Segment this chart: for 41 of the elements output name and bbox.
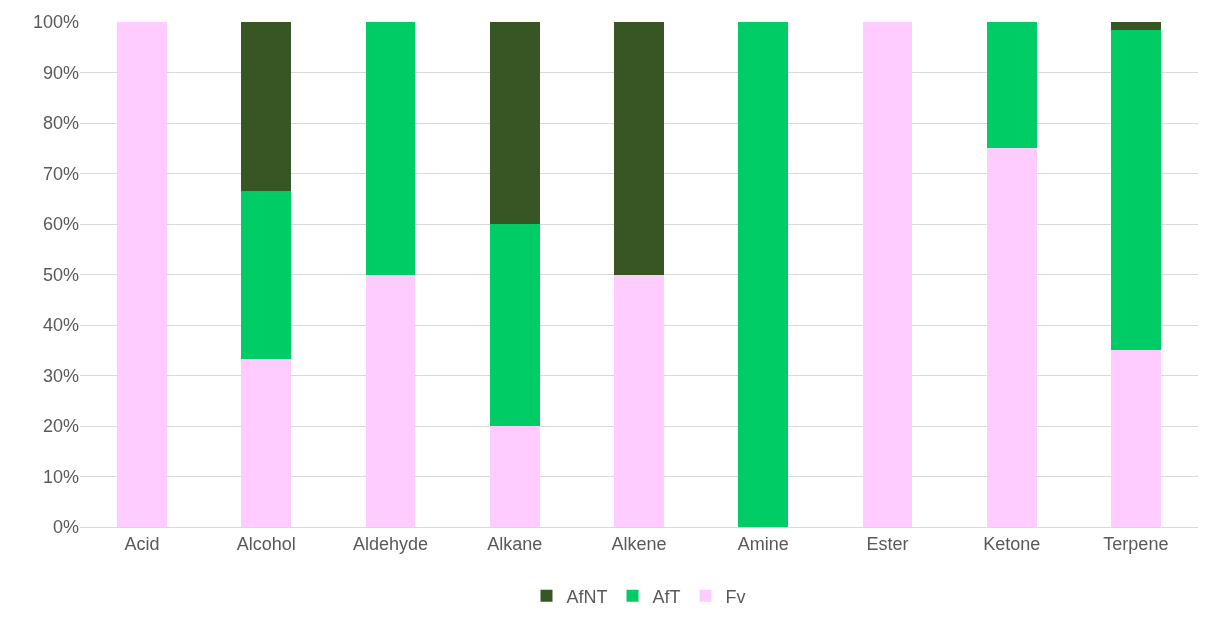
y-tick-label: 0%	[52, 517, 79, 538]
y-tick-label: 60%	[42, 214, 79, 235]
y-tick-label: 10%	[42, 466, 79, 487]
legend-label: Fv	[725, 586, 746, 607]
x-tick-label: Alkane	[487, 533, 543, 554]
y-tick-label: 100%	[32, 12, 79, 33]
x-tick-label: Aldehyde	[353, 533, 429, 554]
bar	[1111, 350, 1161, 527]
y-tick-label: 70%	[42, 163, 79, 184]
x-tick-label: Terpene	[1103, 533, 1169, 554]
legend-label: AfT	[652, 586, 681, 607]
bar	[614, 274, 664, 527]
x-tick-label: Ketone	[983, 533, 1041, 554]
x-tick-label: Alcohol	[236, 533, 296, 554]
bar	[489, 426, 540, 527]
bar	[986, 148, 1037, 527]
bar	[489, 22, 540, 224]
bar	[986, 22, 1037, 149]
bar	[738, 22, 789, 527]
x-tick-label: Amine	[737, 533, 789, 554]
y-tick-label: 20%	[42, 416, 79, 437]
bar	[1111, 22, 1161, 31]
x-tick-label: Alkene	[611, 533, 667, 554]
bar	[241, 22, 292, 191]
bar	[862, 22, 913, 527]
bar	[365, 22, 416, 275]
y-tick-label: 30%	[42, 365, 79, 386]
bar	[614, 22, 664, 275]
y-tick-label: 40%	[42, 315, 79, 336]
y-tick-label: 90%	[42, 62, 79, 83]
bar	[241, 358, 292, 527]
y-tick-label: 80%	[42, 113, 79, 134]
bar	[489, 224, 540, 426]
x-tick-label: Ester	[866, 533, 909, 554]
bar	[241, 190, 292, 359]
bar	[117, 22, 167, 527]
y-tick-label: 50%	[42, 264, 79, 285]
bar	[1111, 30, 1161, 351]
bar	[365, 274, 416, 527]
legend-label: AfNT	[566, 586, 608, 607]
x-tick-label: Acid	[124, 533, 160, 554]
